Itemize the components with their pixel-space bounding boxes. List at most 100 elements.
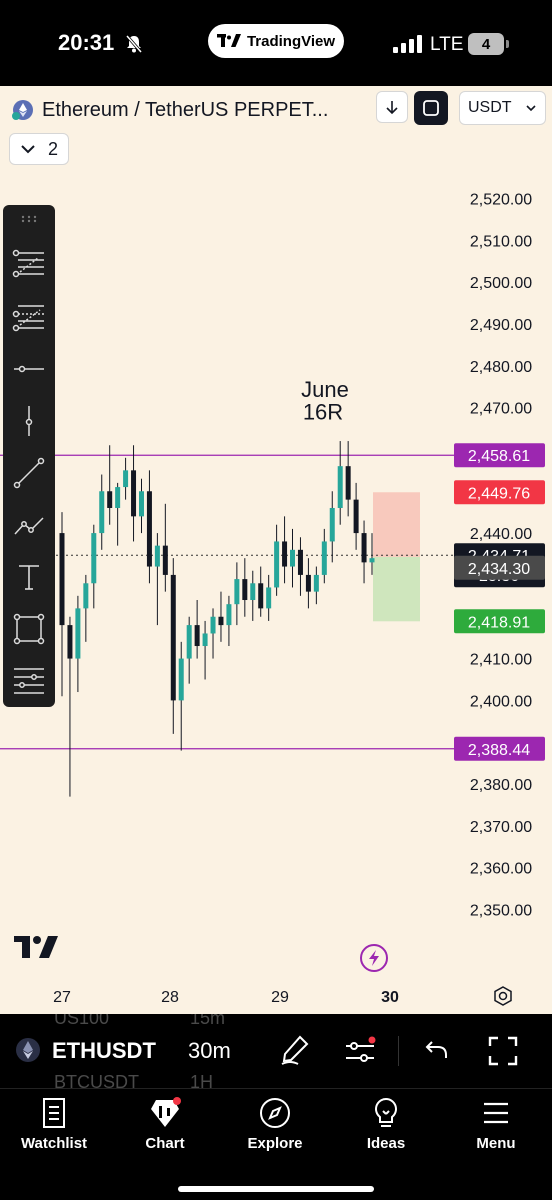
tradingview-logo-icon (216, 34, 241, 47)
chart-settings-icon[interactable] (492, 985, 514, 1012)
tradingview-pill[interactable]: TradingView (208, 24, 344, 58)
drawing-toolbar[interactable] (3, 205, 55, 707)
candle-body-up (178, 658, 184, 701)
candle (282, 516, 288, 584)
candle (210, 608, 216, 659)
undo-icon[interactable] (424, 1038, 450, 1067)
candle-body-down (67, 625, 73, 659)
tool-text[interactable] (9, 557, 49, 597)
x-tick-label: 27 (53, 989, 71, 1006)
tool-pitchfork[interactable] (9, 297, 49, 337)
candle (274, 524, 280, 596)
ghost-symbol-bottom: BTCUSDT (54, 1072, 139, 1088)
bar-divider (398, 1036, 399, 1066)
horizontal-line-icon (14, 365, 44, 373)
fullscreen-icon[interactable] (488, 1036, 518, 1071)
symbol-bar[interactable]: US100 15m ETHUSDT 30m BTCUSDT 1H (0, 1014, 552, 1088)
candle (59, 512, 65, 697)
stop-loss-zone (373, 492, 420, 557)
currency-select[interactable]: USDT (459, 91, 546, 125)
bottom-nav[interactable]: Watchlist Chart Explore Ideas Menu (0, 1088, 552, 1200)
y-tick-label: 2,440.00 (470, 526, 532, 543)
candle-body-down (59, 533, 65, 626)
candle (369, 533, 375, 575)
flash-button[interactable] (360, 944, 388, 972)
chart-mode-button[interactable] (414, 91, 448, 125)
ghost-interval-top: 15m (190, 1014, 226, 1028)
rectangle-tool-icon (13, 613, 45, 645)
candle (337, 441, 343, 525)
candle (146, 470, 152, 584)
chevron-down-icon (21, 145, 35, 154)
tool-fib-retracement[interactable] (9, 243, 49, 283)
current-interval[interactable]: 30m (188, 1038, 231, 1063)
annotation-line1: June (301, 377, 349, 402)
nav-ideas[interactable]: Ideas (336, 1097, 436, 1152)
nav-chart[interactable]: Chart (115, 1097, 215, 1152)
candle (99, 474, 105, 550)
battery-indicator: 4 (468, 33, 504, 55)
horizontal-line-price-label-bg (454, 736, 545, 761)
ethereum-icon (15, 1037, 41, 1068)
pen-icon[interactable] (280, 1034, 310, 1071)
y-tick-label: 2,520.00 (470, 191, 532, 208)
current-symbol[interactable]: ETHUSDT (52, 1038, 156, 1063)
network-type: LTE (430, 34, 464, 55)
x-tick-label: 29 (271, 989, 289, 1006)
target-price-label: 2,418.91 (468, 614, 530, 631)
status-time: 20:31 (58, 30, 115, 55)
candle-body-up (337, 466, 343, 508)
y-tick-label: 2,350.00 (470, 903, 532, 920)
candle-body-up (234, 579, 240, 605)
tool-trend-line[interactable] (9, 453, 49, 493)
toolbar-drag-handle[interactable] (9, 207, 49, 231)
vertical-line-icon (25, 406, 33, 436)
ethereum-logo-icon (12, 100, 33, 120)
candle-body-up (290, 549, 296, 567)
candle-body-down (282, 541, 288, 567)
candle (202, 620, 208, 680)
candle (75, 595, 81, 693)
candle (266, 574, 272, 621)
candle-body-up (75, 608, 81, 659)
tool-rectangle[interactable] (9, 609, 49, 649)
nav-menu[interactable]: Menu (446, 1097, 546, 1152)
tradingview-pill-label: TradingView (246, 32, 336, 50)
symbol-header[interactable]: Ethereum / TetherUS PERPET... (12, 96, 328, 124)
path-icon (14, 517, 44, 535)
candle (186, 616, 192, 684)
candle-body-up (115, 487, 121, 508)
candle-body-down (242, 579, 248, 601)
trend-line-icon (13, 457, 45, 489)
nav-ideas-label: Ideas (366, 1135, 406, 1152)
candle-body-down (297, 549, 303, 575)
tool-more-lines[interactable] (9, 661, 49, 701)
download-button[interactable] (376, 91, 408, 123)
candle (138, 478, 144, 534)
y-tick-label: 2,500.00 (470, 275, 532, 292)
candle (67, 616, 73, 797)
nav-watchlist[interactable]: Watchlist (4, 1097, 104, 1152)
candle-body-up (202, 633, 208, 647)
candle-body-up (186, 625, 192, 659)
indicators-toggle[interactable]: 2 (9, 133, 69, 165)
tradingview-watermark-icon (14, 934, 60, 965)
candle-body-down (194, 625, 200, 647)
fib-retracement-icon (12, 249, 44, 278)
candle (131, 445, 137, 542)
tool-horizontal-line[interactable] (9, 349, 49, 389)
candle-body-up (210, 616, 216, 634)
nav-explore[interactable]: Explore (225, 1097, 325, 1152)
candle-body-up (369, 558, 375, 563)
chart-area[interactable]: June 16R 2,520.00 2,510.00 2,500.00 2,490.00… (0, 86, 552, 1014)
tool-vertical-line[interactable] (9, 401, 49, 441)
ghost-interval-bottom: 1H (190, 1072, 214, 1088)
tool-path[interactable] (9, 505, 49, 545)
candle (345, 441, 351, 517)
y-tick-label: 2,480.00 (470, 359, 532, 376)
annotation-line2: 16R (303, 399, 343, 424)
symbol-title[interactable]: Ethereum / TetherUS PERPET... (42, 98, 329, 121)
battery-tip (506, 40, 509, 48)
indicators-icon[interactable] (344, 1036, 378, 1071)
